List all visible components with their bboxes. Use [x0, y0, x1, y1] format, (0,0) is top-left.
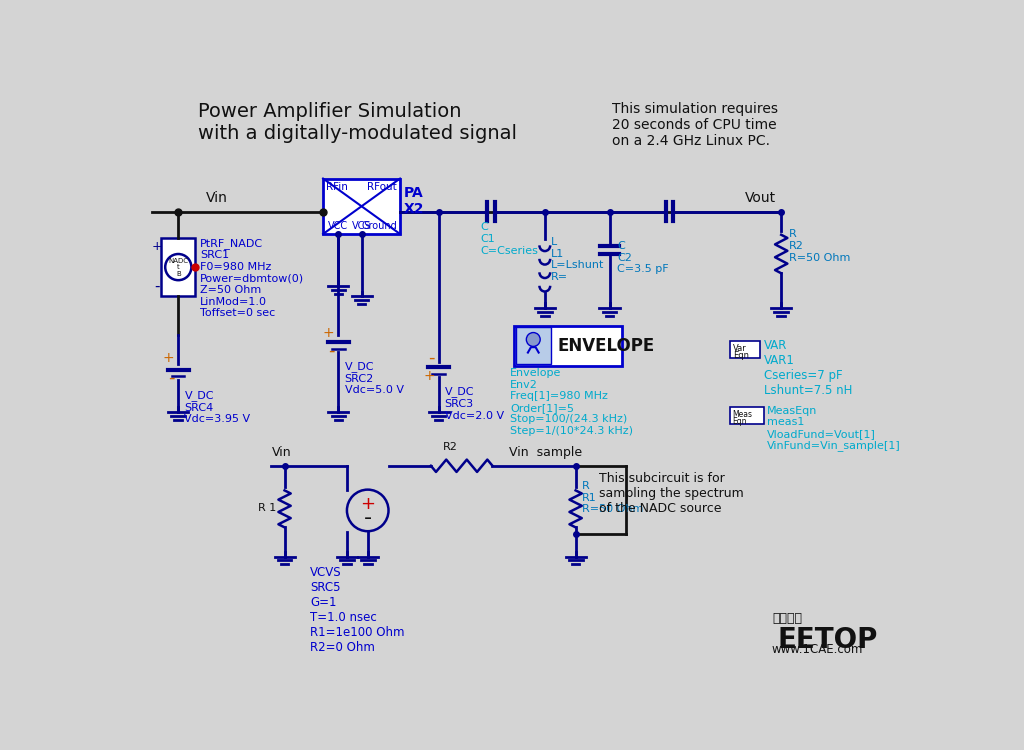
Text: Vin: Vin [206, 191, 228, 206]
Text: PtRF_NADC
SRC1
F0=980 MHz
Power=dbmtow(0)
Z=50 Ohm
LinMod=1.0
Toffset=0 sec: PtRF_NADC SRC1 F0=980 MHz Power=dbmtow(0… [200, 238, 304, 318]
Text: This simulation requires
20 seconds of CPU time
on a 2.4 GHz Linux PC.: This simulation requires 20 seconds of C… [611, 101, 778, 148]
Text: www.1CAE.com: www.1CAE.com [772, 643, 863, 656]
Text: -: - [154, 279, 160, 294]
Text: ENVELOPE: ENVELOPE [557, 337, 654, 355]
Text: R
R1
R=50 Ohm: R R1 R=50 Ohm [582, 482, 643, 514]
Text: +: + [323, 326, 335, 340]
Text: VCVS
SRC5
G=1
T=1.0 nsec
R1=1e100 Ohm
R2=0 Ohm: VCVS SRC5 G=1 T=1.0 nsec R1=1e100 Ohm R2… [310, 566, 404, 654]
Text: Envelope
Env2
Freq[1]=980 MHz
Order[1]=5
Stop=100/(24.3 kHz)
Step=1/(10*24.3 kHz: Envelope Env2 Freq[1]=980 MHz Order[1]=5… [510, 368, 633, 436]
Text: MeasEqn
meas1
VloadFund=Vout[1]
VinFund=Vin_sample[1]: MeasEqn meas1 VloadFund=Vout[1] VinFund=… [767, 406, 900, 451]
FancyBboxPatch shape [514, 326, 622, 366]
Text: Ground: Ground [361, 221, 397, 231]
Text: PA
X2: PA X2 [403, 186, 424, 217]
FancyBboxPatch shape [730, 407, 764, 424]
Text: VAR
VAR1
Cseries=7 pF
Lshunt=7.5 nH: VAR VAR1 Cseries=7 pF Lshunt=7.5 nH [764, 340, 852, 398]
Text: EETOP: EETOP [777, 626, 878, 654]
Text: +: + [360, 495, 375, 513]
Text: C
C2
C=3.5 pF: C C2 C=3.5 pF [617, 241, 669, 274]
FancyBboxPatch shape [515, 327, 551, 364]
Text: Power Amplifier Simulation
with a digitally-modulated signal: Power Amplifier Simulation with a digita… [199, 101, 517, 142]
Text: L
L1
L=Lshunt
R=: L L1 L=Lshunt R= [551, 237, 604, 282]
Text: +: + [152, 240, 162, 254]
Text: RFout: RFout [368, 182, 397, 193]
Text: 仿真在線: 仿真在線 [772, 612, 802, 625]
FancyBboxPatch shape [162, 238, 196, 296]
Text: -: - [168, 369, 174, 387]
Circle shape [526, 332, 541, 346]
Text: -: - [428, 349, 435, 367]
Text: V_DC
SRC2
Vdc=5.0 V: V_DC SRC2 Vdc=5.0 V [345, 361, 403, 395]
Text: C
C1
C=Cseries: C C1 C=Cseries [480, 223, 538, 256]
Text: Eqn: Eqn [733, 417, 748, 426]
Text: R2: R2 [442, 442, 458, 452]
Text: -: - [328, 341, 335, 359]
Text: Eqn: Eqn [733, 351, 749, 360]
Text: V_DC
SRC3
Vdc=2.0 V: V_DC SRC3 Vdc=2.0 V [444, 386, 504, 421]
Text: This subcircuit is for
sampling the spectrum
of the NADC source: This subcircuit is for sampling the spec… [599, 472, 743, 515]
Text: Meas: Meas [733, 410, 753, 419]
Text: VCC: VCC [328, 221, 348, 231]
Text: RFin: RFin [326, 182, 348, 193]
Text: Var: Var [733, 344, 746, 353]
Text: +: + [163, 351, 174, 365]
Text: R 1: R 1 [258, 503, 276, 513]
Text: Vout: Vout [745, 191, 776, 206]
FancyBboxPatch shape [323, 178, 400, 234]
Text: R
R2
R=50 Ohm: R R2 R=50 Ohm [788, 230, 850, 262]
Text: Vin: Vin [271, 446, 291, 459]
FancyBboxPatch shape [730, 341, 761, 358]
Text: +: + [423, 369, 435, 382]
Text: V_DC
SRC4
Vdc=3.95 V: V_DC SRC4 Vdc=3.95 V [184, 390, 251, 424]
Text: Vin  sample: Vin sample [509, 446, 583, 459]
Text: VCS: VCS [352, 221, 372, 231]
Text: NADC
t
B: NADC t B [168, 257, 188, 277]
Text: -: - [364, 508, 372, 528]
